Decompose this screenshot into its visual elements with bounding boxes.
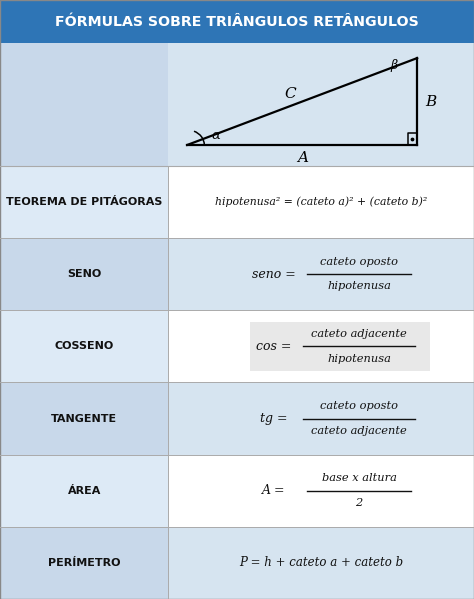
- Text: cos =: cos =: [256, 340, 292, 353]
- Text: PERÍMETRO: PERÍMETRO: [48, 558, 120, 568]
- Text: A =: A =: [262, 484, 285, 497]
- Bar: [0, 527, 474, 599]
- Text: cateto oposto: cateto oposto: [320, 257, 398, 267]
- Text: TEOREMA DE PITÁGORAS: TEOREMA DE PITÁGORAS: [6, 197, 162, 207]
- Text: β: β: [391, 59, 398, 72]
- Text: seno =: seno =: [252, 268, 296, 281]
- Text: 2: 2: [356, 498, 363, 508]
- Text: FÓRMULAS SOBRE TRIÂNGULOS RETÂNGULOS: FÓRMULAS SOBRE TRIÂNGULOS RETÂNGULOS: [55, 14, 419, 29]
- Bar: [0, 166, 474, 238]
- Bar: [0, 310, 474, 382]
- FancyBboxPatch shape: [250, 322, 430, 371]
- Text: α: α: [211, 129, 220, 142]
- Text: base x altura: base x altura: [322, 473, 396, 483]
- Text: SENO: SENO: [67, 269, 101, 279]
- Text: P = h + cateto a + cateto b: P = h + cateto a + cateto b: [239, 556, 403, 570]
- Text: cateto adjacente: cateto adjacente: [311, 329, 407, 339]
- Text: C: C: [284, 87, 296, 101]
- Text: ÁREA: ÁREA: [67, 486, 101, 496]
- Text: tg =: tg =: [260, 412, 288, 425]
- Text: cateto oposto: cateto oposto: [320, 401, 398, 412]
- Bar: [0, 0, 474, 43]
- Bar: [0, 382, 474, 455]
- Bar: [0, 455, 168, 527]
- Text: B: B: [425, 95, 436, 108]
- Bar: [0, 43, 474, 166]
- Bar: [0, 310, 168, 382]
- Bar: [0, 166, 168, 238]
- Bar: [0, 238, 168, 310]
- Text: hipotenusa² = (cateto a)² + (cateto b)²: hipotenusa² = (cateto a)² + (cateto b)²: [215, 196, 427, 207]
- Bar: [0, 455, 474, 527]
- Text: TANGENTE: TANGENTE: [51, 413, 117, 423]
- Text: hipotenusa: hipotenusa: [327, 282, 391, 292]
- Text: cateto adjacente: cateto adjacente: [311, 426, 407, 436]
- Text: COSSENO: COSSENO: [55, 341, 114, 352]
- Bar: [0, 527, 168, 599]
- Text: hipotenusa: hipotenusa: [327, 353, 391, 364]
- Bar: [0, 43, 168, 166]
- Text: A: A: [297, 151, 308, 165]
- Bar: [0, 382, 168, 455]
- Bar: [0, 238, 474, 310]
